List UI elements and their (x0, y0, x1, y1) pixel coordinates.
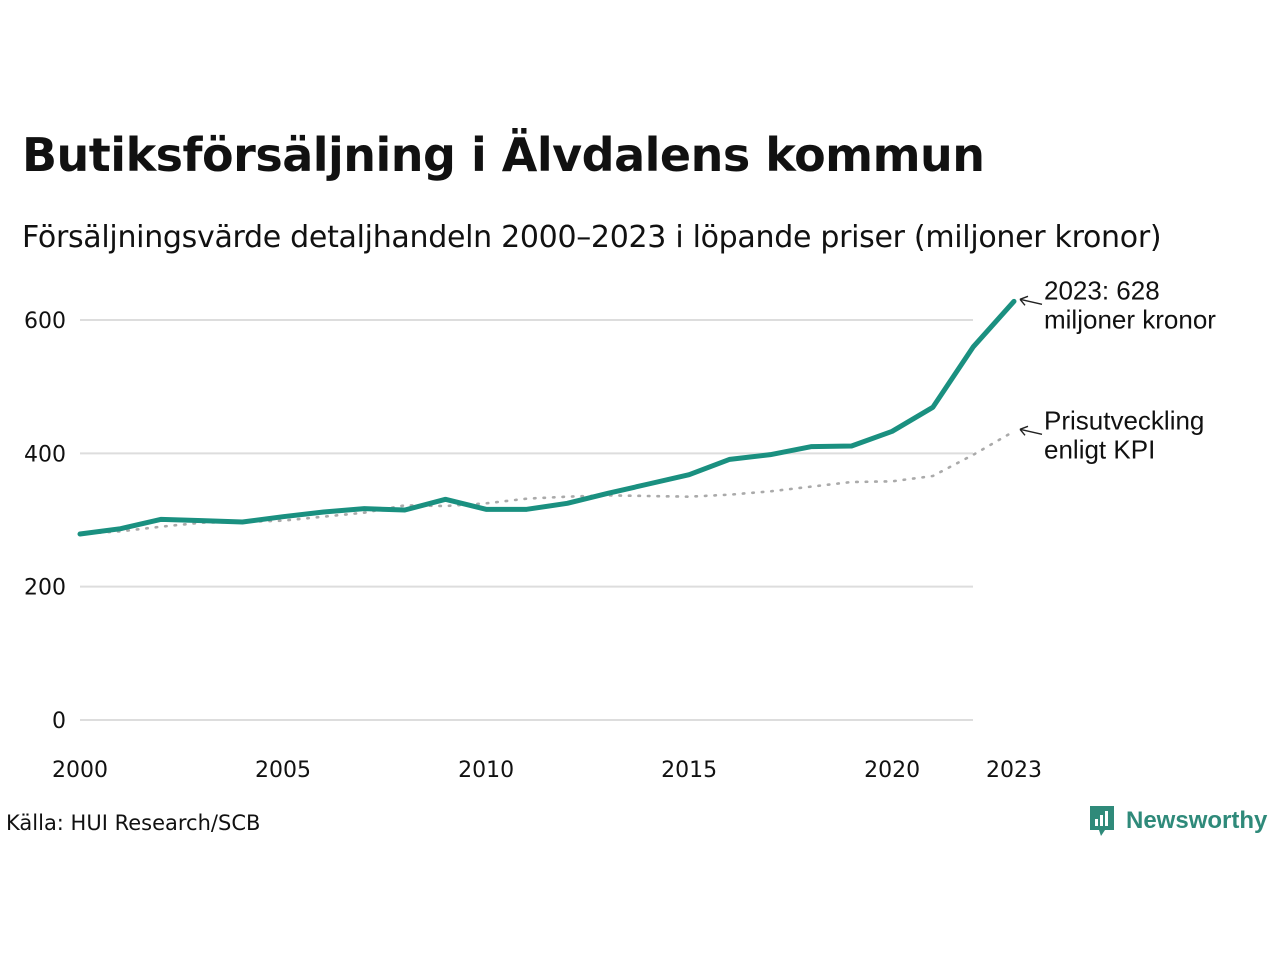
x-tick-label: 2020 (864, 758, 920, 783)
annotation-arrowhead (1019, 295, 1029, 306)
series-line-sales (77, 298, 1017, 537)
annotation-arrowhead (1019, 425, 1029, 436)
x-tick-label: 2023 (986, 758, 1042, 783)
annotation-label: enligt KPI (1044, 434, 1155, 464)
y-tick-label: 0 (52, 709, 66, 734)
y-tick-label: 600 (24, 309, 66, 334)
source-note: Källa: HUI Research/SCB (6, 811, 261, 835)
y-tick-label: 200 (24, 576, 66, 601)
gridlines (80, 319, 973, 721)
annotation-label: Prisutveckling (1044, 405, 1204, 435)
brand-logo: Newsworthy (1088, 804, 1267, 838)
series-line-kpi (78, 430, 1016, 536)
newsworthy-logo-icon (1090, 806, 1114, 836)
series-lines (77, 298, 1017, 537)
annotation-arrow (1019, 428, 1043, 436)
annotation-arrow (1019, 298, 1043, 306)
chart-title: Butiksförsäljning i Älvdalens kommun (22, 128, 985, 182)
x-tick-label: 2005 (255, 758, 311, 783)
x-tick-label: 2000 (52, 758, 108, 783)
chart-subtitle: Försäljningsvärde detaljhandeln 2000–202… (22, 220, 1162, 255)
y-tick-label: 400 (24, 442, 66, 467)
x-tick-label: 2010 (458, 758, 514, 783)
annotation-label: 2023: 628 (1044, 275, 1160, 305)
x-axis-ticks: 2000 2005 2010 2015 2020 2023 (52, 758, 1042, 783)
annotation-label: miljoner kronor (1044, 304, 1216, 334)
brand-name: Newsworthy (1126, 807, 1268, 834)
x-tick-label: 2015 (661, 758, 717, 783)
y-axis-ticks: 0 200 400 600 (24, 309, 66, 734)
